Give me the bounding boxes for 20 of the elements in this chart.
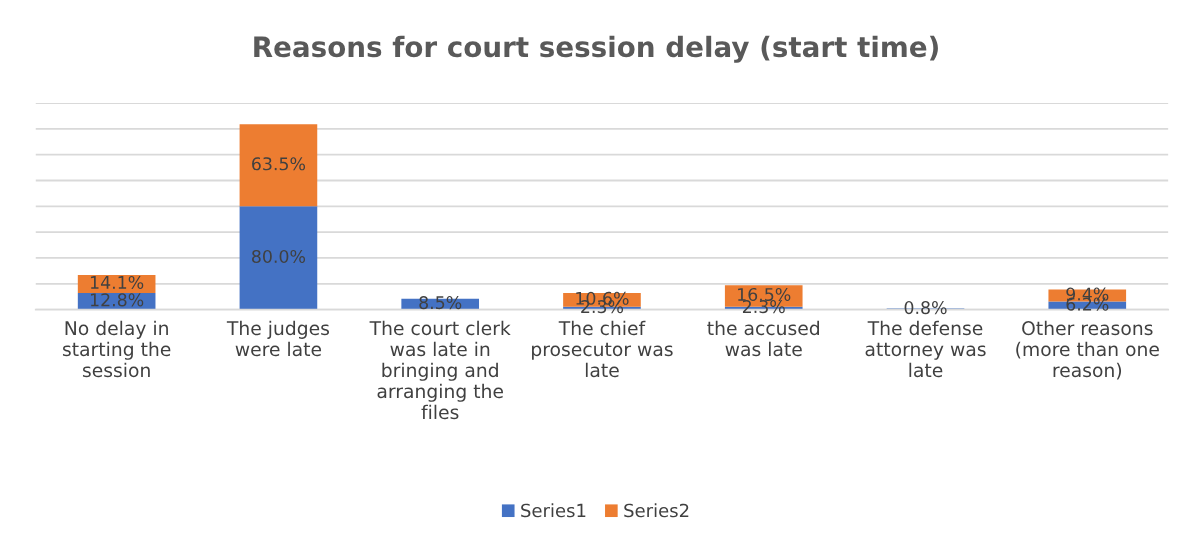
legend-label: Series2 (624, 503, 689, 518)
data-label: 63.5% (252, 157, 306, 171)
data-label: 14.1% (90, 275, 144, 290)
data-label: 80.0% (252, 249, 306, 264)
x-tick-label: Other reasons (more than one reason) (1016, 320, 1159, 380)
bar (239, 124, 318, 207)
data-label: 16.5% (738, 287, 791, 302)
bar (239, 206, 318, 310)
x-tick-label: The court clerk was late in bringing and arranging the files (369, 320, 511, 420)
data-label: 8.5% (419, 296, 462, 310)
x-tick-label: The chief prosecutor was late (532, 320, 673, 378)
x-tick-label: The judges were late (226, 320, 330, 357)
data-label: 2.3% (742, 300, 785, 314)
chart-title: Reasons for court session delay (start time) (254, 35, 938, 63)
data-label: 0.8% (904, 301, 947, 315)
data-label: 12.8% (90, 293, 144, 307)
x-tick-label: The defense attorney was late (865, 320, 986, 378)
legend-label: Series1 (521, 503, 586, 518)
x-tick-label: the accused was late (707, 320, 819, 357)
x-tick-label: No delay in starting the session (62, 320, 171, 378)
